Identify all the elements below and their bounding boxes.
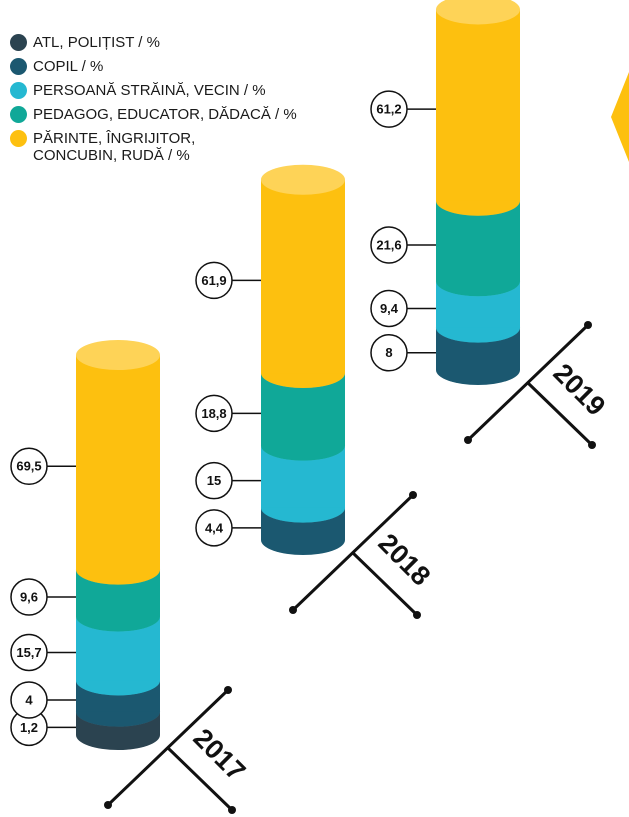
cylinder-segment [76,340,160,585]
legend-swatch [10,58,27,75]
label-circle [195,261,233,300]
value-label: 1,2 [20,720,38,735]
label-circle [195,509,233,547]
legend-swatch [10,34,27,51]
legend-item: ATL, POLIȚIST / % [10,34,297,51]
axis-end [104,801,112,809]
legend-label: COPIL / % [33,58,104,75]
value-label: 4 [25,692,33,707]
cylinder-segment [261,164,345,389]
axis-end [289,606,297,614]
decor-hexagon [611,72,629,162]
label-circle [370,226,408,264]
year-axis [291,493,415,612]
value-label: 8 [385,345,392,360]
legend-swatch [10,82,27,99]
label-circle [370,289,408,328]
label-circle [10,633,48,672]
label-circle [195,394,233,433]
legend-label: PERSOANĂ STRĂINĂ, VECIN / % [33,82,266,99]
year-axis [166,746,234,812]
label-circle [10,578,48,616]
legend-item: COPIL / % [10,58,297,75]
value-label: 18,8 [201,406,226,421]
value-label: 61,9 [201,273,226,288]
year-axis [106,688,230,807]
label-circle [370,90,408,128]
label-circle [10,447,48,486]
legend-label: PEDAGOG, EDUCATOR, DĂDACĂ / % [33,106,297,123]
segment-body [436,9,520,201]
axis-end [413,611,421,619]
year-axis [526,381,594,447]
value-label: 15 [207,473,221,488]
value-label: 69,5 [16,459,41,474]
value-label: 21,6 [376,237,401,252]
segment-top [261,164,345,195]
year-axis [466,323,590,442]
axis-end [409,491,417,499]
axis-end [228,806,236,814]
value-label: 4,4 [205,520,224,535]
legend-label: ATL, POLIȚIST / % [33,34,160,51]
year-axis [351,551,419,617]
segment-top [436,0,520,25]
legend-swatch [10,130,27,147]
segment-body [76,355,160,570]
value-label: 15,7 [16,645,41,660]
legend-item: PEDAGOG, EDUCATOR, DĂDACĂ / % [10,106,297,123]
legend-swatch [10,106,27,123]
value-label: 61,2 [376,102,401,117]
legend-item: PĂRINTE, ÎNGRIJITOR, CONCUBIN, RUDĂ / % [10,130,297,164]
legend: ATL, POLIȚIST / % COPIL / % PERSOANĂ STRĂI… [10,34,297,171]
axis-end [224,686,232,694]
label-circle [10,681,48,719]
axis-end [464,436,472,444]
label-circle [195,461,233,500]
value-label: 9,6 [20,589,38,604]
segment-top [76,340,160,370]
segment-body [261,179,345,374]
legend-label: PĂRINTE, ÎNGRIJITOR, CONCUBIN, RUDĂ / % [33,130,196,164]
label-circle [370,334,408,372]
value-label: 9,4 [380,301,399,316]
axis-end [588,441,596,449]
legend-item: PERSOANĂ STRĂINĂ, VECIN / % [10,82,297,99]
cylinder-segment [436,0,520,216]
axis-end [584,321,592,329]
